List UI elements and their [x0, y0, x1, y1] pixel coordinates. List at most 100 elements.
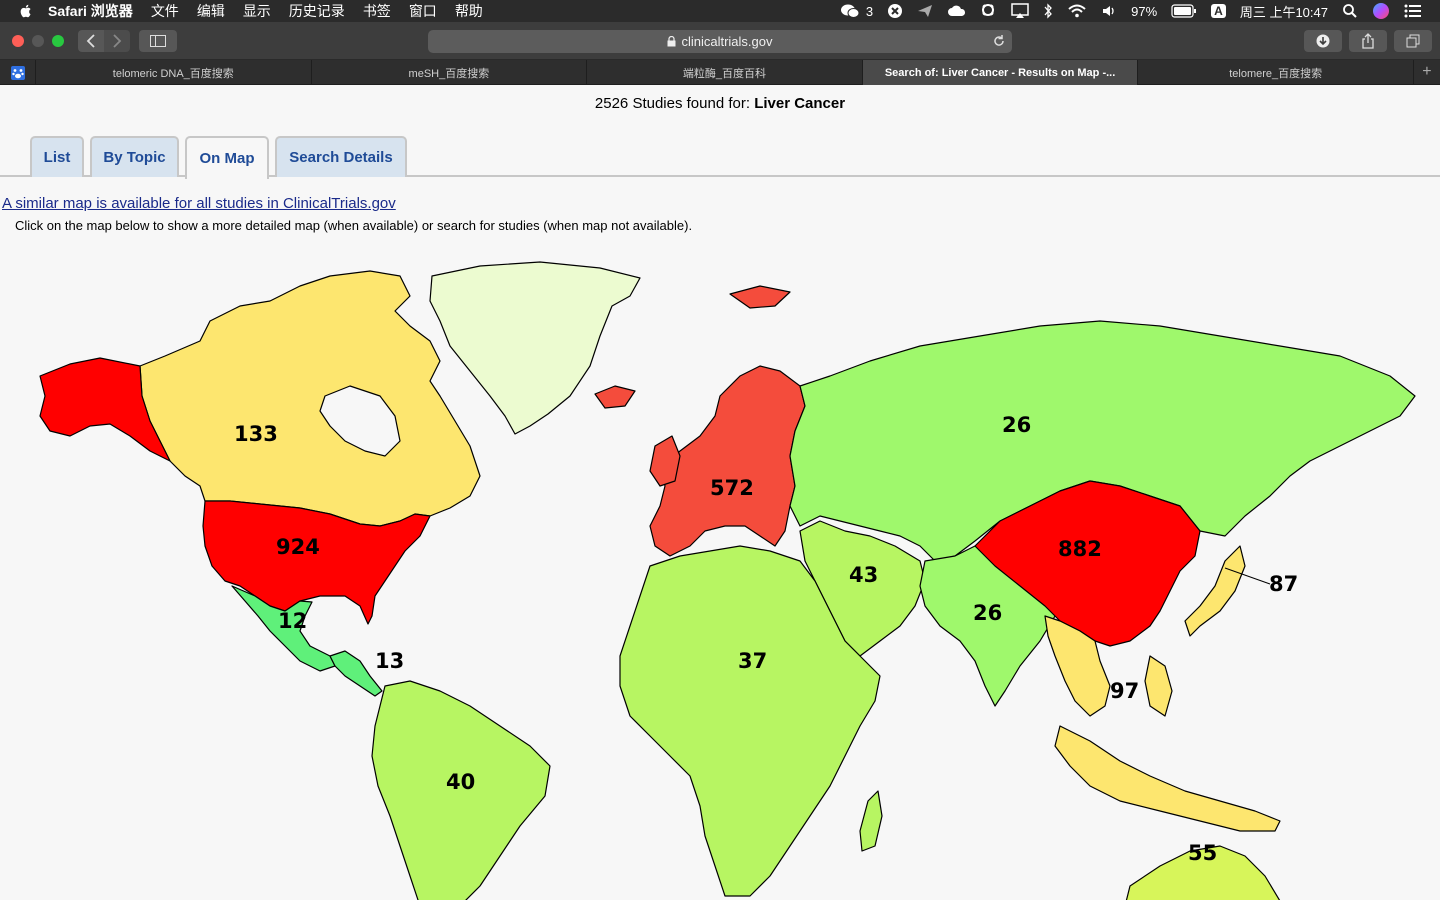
count-label-south-america: 40: [446, 770, 475, 794]
gear-icon[interactable]: [887, 3, 903, 19]
count-label-europe: 572: [710, 476, 754, 500]
count-label-canada: 133: [234, 422, 278, 446]
region-uk[interactable]: [649, 435, 681, 487]
studies-found-heading: 2526 Studies found for: Liver Cancer: [0, 95, 1440, 112]
wechat-icon: [840, 4, 860, 18]
notification-center-icon[interactable]: [1404, 3, 1422, 19]
region-philippines[interactable]: [1144, 655, 1173, 717]
downloads-button[interactable]: [1304, 30, 1342, 52]
sidebar-icon: [150, 35, 166, 47]
share-button[interactable]: [1349, 30, 1387, 52]
url-text: clinicaltrials.gov: [681, 34, 773, 49]
count-labels: 133 924 12 13 40 572 26 43 37 26 882 87 …: [234, 413, 1298, 865]
lock-icon: [667, 36, 676, 47]
region-alaska[interactable]: [39, 357, 171, 462]
count-label-japan: 87: [1269, 572, 1298, 596]
region-indonesia[interactable]: [1054, 725, 1281, 832]
browser-tab[interactable]: telomeric DNA_百度搜索: [36, 60, 312, 85]
close-window-button[interactable]: [12, 35, 24, 47]
bluetooth-icon[interactable]: [1043, 3, 1053, 19]
minimize-window-button[interactable]: [32, 35, 44, 47]
sidebar-toggle-button[interactable]: [139, 30, 177, 52]
region-central-america[interactable]: [329, 650, 383, 697]
wechat-status[interactable]: 3: [840, 3, 873, 19]
results-tabs: List By Topic On Map Search Details: [0, 136, 1440, 179]
menu-bookmarks[interactable]: 书签: [362, 3, 391, 19]
tab-on-map[interactable]: On Map: [185, 136, 269, 179]
status-area: 3 97% A 周三 上午10:47: [840, 0, 1440, 22]
browser-tab[interactable]: 端粒酶_百度百科: [587, 60, 863, 85]
region-japan[interactable]: [1184, 545, 1246, 637]
menu-help[interactable]: 帮助: [454, 3, 483, 19]
region-mexico[interactable]: [231, 585, 336, 672]
baidu-paw-icon: [10, 65, 25, 80]
region-greenland[interactable]: [429, 261, 641, 435]
new-tab-button[interactable]: +: [1422, 63, 1432, 80]
volume-icon[interactable]: [1101, 3, 1117, 19]
count-label-africa: 37: [738, 649, 767, 673]
tab-search-details[interactable]: Search Details: [275, 136, 407, 177]
count-label-oceania: 55: [1188, 841, 1217, 865]
battery-percent: 97%: [1131, 3, 1158, 19]
world-map[interactable]: 133 924 12 13 40 572 26 43 37 26 882 87 …: [0, 246, 1440, 900]
wechat-count: 3: [865, 3, 874, 19]
fullscreen-window-button[interactable]: [52, 35, 64, 47]
app-menu[interactable]: Safari 浏览器: [48, 3, 133, 19]
airplay-icon[interactable]: [1011, 3, 1029, 19]
map-instructions: Click on the map below to show a more de…: [15, 218, 693, 233]
count-label-usa: 924: [276, 535, 320, 559]
cloud-icon[interactable]: [947, 3, 967, 19]
menu-file[interactable]: 文件: [150, 3, 179, 19]
menu-edit[interactable]: 编辑: [196, 3, 225, 19]
hudson-bay: [319, 385, 401, 457]
browser-toolbar: clinicaltrials.gov: [0, 22, 1440, 60]
tab-overview-button[interactable]: [1394, 30, 1432, 52]
reload-icon[interactable]: [992, 34, 1006, 48]
studies-count-text: 2526 Studies found for:: [594, 95, 751, 112]
search-app-icon[interactable]: [981, 3, 997, 19]
page-content: 2526 Studies found for: Liver Cancer Lis…: [0, 86, 1440, 900]
clock[interactable]: 周三 上午10:47: [1239, 4, 1328, 20]
back-button[interactable]: [78, 30, 104, 52]
input-method-indicator[interactable]: A: [1211, 4, 1226, 18]
chevron-left-icon: [86, 34, 95, 48]
region-iceland[interactable]: [594, 385, 636, 409]
browser-tab[interactable]: meSH_百度搜索: [312, 60, 588, 85]
region-southeast-asia[interactable]: [1044, 615, 1111, 717]
region-canada[interactable]: [139, 270, 481, 527]
count-label-mexico: 12: [278, 609, 307, 633]
tab-by-topic[interactable]: By Topic: [90, 136, 179, 177]
forward-button[interactable]: [104, 30, 130, 52]
send-icon[interactable]: [917, 3, 933, 19]
download-icon: [1316, 34, 1330, 48]
chevron-right-icon: [113, 34, 122, 48]
count-label-central-america: 13: [375, 649, 404, 673]
pinned-tab[interactable]: [0, 60, 36, 85]
browser-tab-active[interactable]: Search of: Liver Cancer - Results on Map…: [862, 60, 1139, 85]
all-studies-map-link[interactable]: A similar map is available for all studi…: [2, 195, 396, 212]
japan-leader-line: [1224, 567, 1271, 585]
count-label-china: 882: [1058, 537, 1102, 561]
count-label-middle-east: 43: [849, 563, 878, 587]
region-oceania[interactable]: [1125, 845, 1281, 900]
menu-view[interactable]: 显示: [242, 3, 271, 19]
menu-bar: Safari 浏览器 文件 编辑 显示 历史记录 书签 窗口 帮助 3 97% …: [0, 0, 1440, 22]
region-china[interactable]: [974, 480, 1201, 647]
menu-window[interactable]: 窗口: [408, 3, 437, 19]
browser-tab[interactable]: telomere_百度搜索: [1138, 60, 1414, 85]
address-bar[interactable]: clinicaltrials.gov: [428, 30, 1012, 53]
madagascar[interactable]: [859, 790, 883, 852]
spotlight-icon[interactable]: [1342, 3, 1358, 19]
siri-icon[interactable]: [1372, 2, 1390, 20]
region-svalbard[interactable]: [729, 285, 791, 309]
region-africa[interactable]: [619, 545, 881, 897]
battery-icon[interactable]: [1171, 4, 1197, 18]
tab-list[interactable]: List: [30, 136, 84, 177]
apple-icon[interactable]: [18, 3, 34, 19]
menu-history[interactable]: 历史记录: [288, 3, 345, 19]
region-south-america[interactable]: [371, 680, 551, 900]
count-label-russia: 26: [1002, 413, 1031, 437]
wifi-icon[interactable]: [1067, 3, 1087, 19]
region-usa[interactable]: [202, 500, 431, 625]
search-query: Liver Cancer: [754, 95, 846, 112]
